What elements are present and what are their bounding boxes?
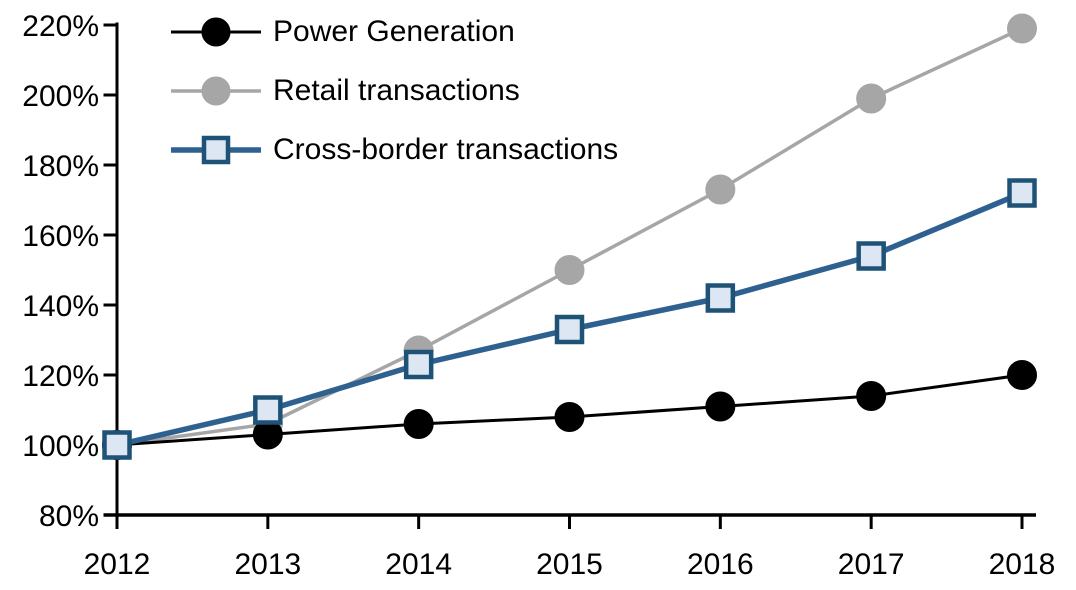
y-axis-tick-label: 100% <box>22 430 99 463</box>
y-axis-tick-label: 220% <box>22 10 99 43</box>
data-point-cross-border-transactions <box>403 349 434 380</box>
x-axis-tick-label: 2017 <box>838 548 905 581</box>
data-point-retail-transactions <box>705 174 736 205</box>
legend-item-retail-transactions: Retail transactions <box>170 61 618 120</box>
data-point-cross-border-transactions <box>1007 178 1037 208</box>
legend-swatch-cross-border-transactions-icon <box>171 135 261 164</box>
data-point-power-generation <box>403 409 434 439</box>
data-point-power-generation <box>856 381 887 411</box>
legend-swatch-retail-transactions-icon <box>171 76 261 105</box>
x-axis-tick-label: 2014 <box>385 548 452 581</box>
data-point-cross-border-transactions <box>705 283 736 313</box>
legend-swatch-power-generation-icon <box>171 17 261 46</box>
data-point-power-generation <box>554 402 585 432</box>
data-point-cross-border-transactions <box>102 430 132 460</box>
legend: Power Generation Retail transactions Cro… <box>170 2 618 179</box>
y-axis-tick-label: 200% <box>22 80 99 113</box>
x-axis-tick-label: 2013 <box>234 548 301 581</box>
x-axis-tick-label: 2012 <box>84 548 151 581</box>
legend-item-cross-border-transactions: Cross-border transactions <box>170 120 618 179</box>
y-axis-tick-label: 120% <box>22 360 99 393</box>
y-axis-tick-label: 160% <box>22 220 99 253</box>
legend-item-label: Cross-border transactions <box>273 132 619 166</box>
legend-square-marker-icon <box>201 135 231 164</box>
x-axis-tick-label: 2016 <box>687 548 754 581</box>
x-axis-tick-label: 2015 <box>536 548 603 581</box>
data-point-cross-border-transactions <box>856 241 886 271</box>
legend-item-label: Power Generation <box>273 14 515 48</box>
data-point-retail-transactions <box>554 255 585 285</box>
x-axis-tick-label: 2018 <box>989 548 1056 581</box>
y-axis-tick-label: 80% <box>39 500 99 533</box>
legend-circle-marker-icon <box>201 17 231 46</box>
legend-circle-marker-icon <box>201 76 231 105</box>
data-point-cross-border-transactions <box>253 395 283 425</box>
data-point-power-generation <box>705 391 736 422</box>
legend-item-power-generation: Power Generation <box>170 2 618 61</box>
data-point-retail-transactions <box>1007 13 1037 44</box>
y-axis-tick-label: 140% <box>22 290 99 323</box>
y-axis-tick-label: 180% <box>22 150 99 183</box>
data-point-power-generation <box>1007 360 1037 390</box>
data-point-cross-border-transactions <box>554 314 585 345</box>
data-point-retail-transactions <box>856 83 887 114</box>
legend-item-label: Retail transactions <box>273 73 520 107</box>
